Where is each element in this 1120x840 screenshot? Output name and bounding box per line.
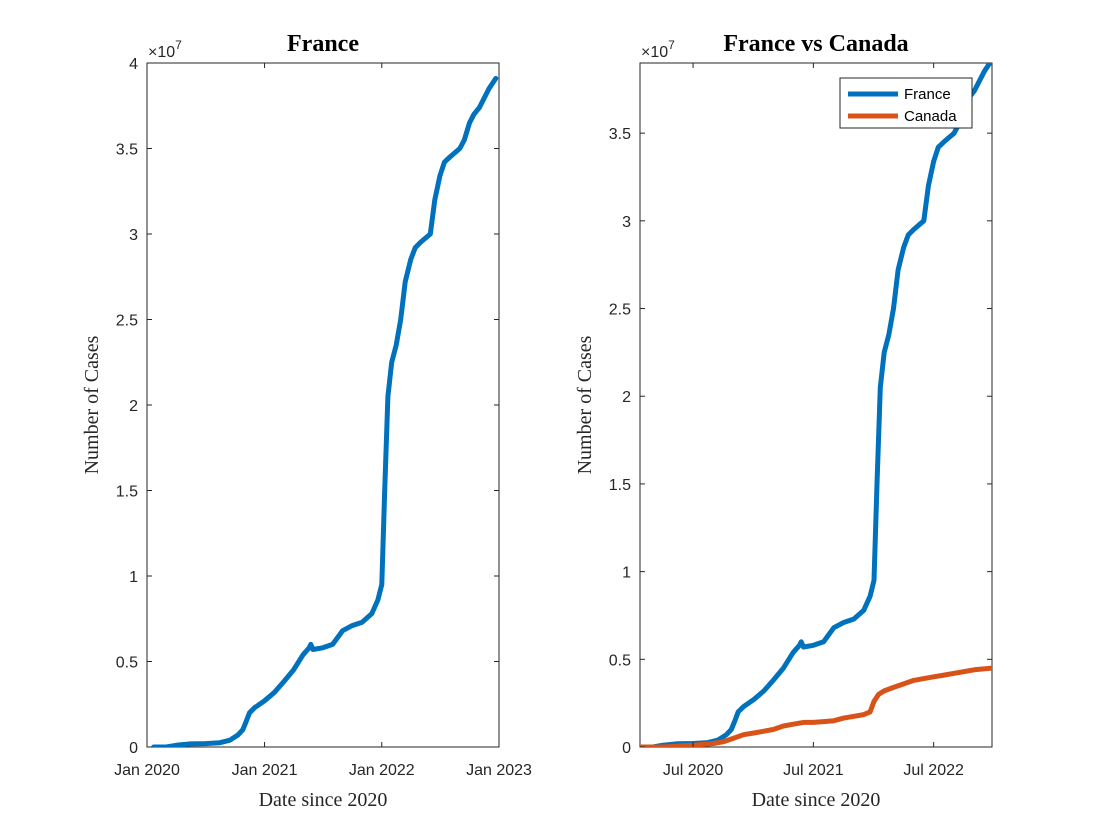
chart-title: France vs Canada [723, 31, 908, 57]
y-axis-label: Number of Cases [574, 335, 596, 474]
plot-area: 0 0.5 1 1.5 2 2.5 3 3.5 Jul 2020 Jul 2021 Jul 2022 [609, 62, 993, 779]
y-tick-label: 0.5 [609, 652, 631, 669]
y-tick-label: 0 [622, 740, 631, 757]
y-exponent-label: ×107 [641, 38, 675, 61]
x-tick-label: Jan 2022 [349, 762, 415, 779]
x-axis-label: Date since 2020 [259, 789, 388, 811]
y-exponent-base: ×10 [641, 44, 668, 61]
y-exponent-power: 7 [175, 38, 182, 52]
x-tick-label: Jul 2020 [663, 762, 724, 779]
y-tick-label: 3 [129, 227, 138, 244]
y-tick-label: 1 [129, 569, 138, 586]
y-tick-label: 1.5 [116, 484, 138, 501]
x-tick-label: Jan 2023 [466, 762, 532, 779]
y-exponent-power: 7 [668, 38, 675, 52]
chart-france: France 0 0.5 1 1.5 2 2.5 3 3.5 4 Jan 2020 Jan 2021… [81, 31, 532, 811]
axes-box [146, 62, 500, 748]
y-tick-label: 1 [622, 565, 631, 582]
series-line-cases [151, 75, 499, 747]
x-tick-label: Jul 2021 [783, 762, 844, 779]
y-tick-label: 3.5 [116, 142, 138, 159]
legend-entry-label: France [904, 86, 951, 103]
series-line-canada [640, 665, 992, 747]
y-tick-label: 3.5 [609, 126, 631, 143]
y-tick-label: 4 [129, 56, 138, 73]
x-tick-label: Jul 2022 [903, 762, 964, 779]
y-tick-label: 0.5 [116, 655, 138, 672]
y-axis-label: Number of Cases [81, 335, 103, 474]
y-exponent-base: ×10 [148, 44, 175, 61]
legend-entry-label: Canada [904, 108, 957, 125]
plot-area: 0 0.5 1 1.5 2 2.5 3 3.5 4 Jan 2020 Jan 2021 Jan 202… [114, 56, 532, 779]
y-tick-label: 2.5 [116, 313, 138, 330]
series-line-france [640, 63, 992, 747]
y-tick-label: 3 [622, 214, 631, 231]
y-tick-label: 2.5 [609, 302, 631, 319]
y-exponent-label: ×107 [148, 38, 182, 61]
legend-box [839, 77, 973, 129]
y-tick-label: 1.5 [609, 477, 631, 494]
x-tick-label: Jan 2020 [114, 762, 180, 779]
chart-france-vs-canada: France vs Canada 0 0.5 1 1.5 2 2.5 3 3.5 Jul 202… [574, 31, 993, 811]
axes-box [639, 62, 993, 748]
chart-title: France [287, 31, 359, 57]
y-tick-label: 2 [129, 398, 138, 415]
x-axis-label: Date since 2020 [752, 789, 881, 811]
y-tick-label: 2 [622, 389, 631, 406]
legend: France Canada [839, 77, 973, 129]
y-tick-label: 0 [129, 740, 138, 757]
x-tick-label: Jan 2021 [232, 762, 298, 779]
